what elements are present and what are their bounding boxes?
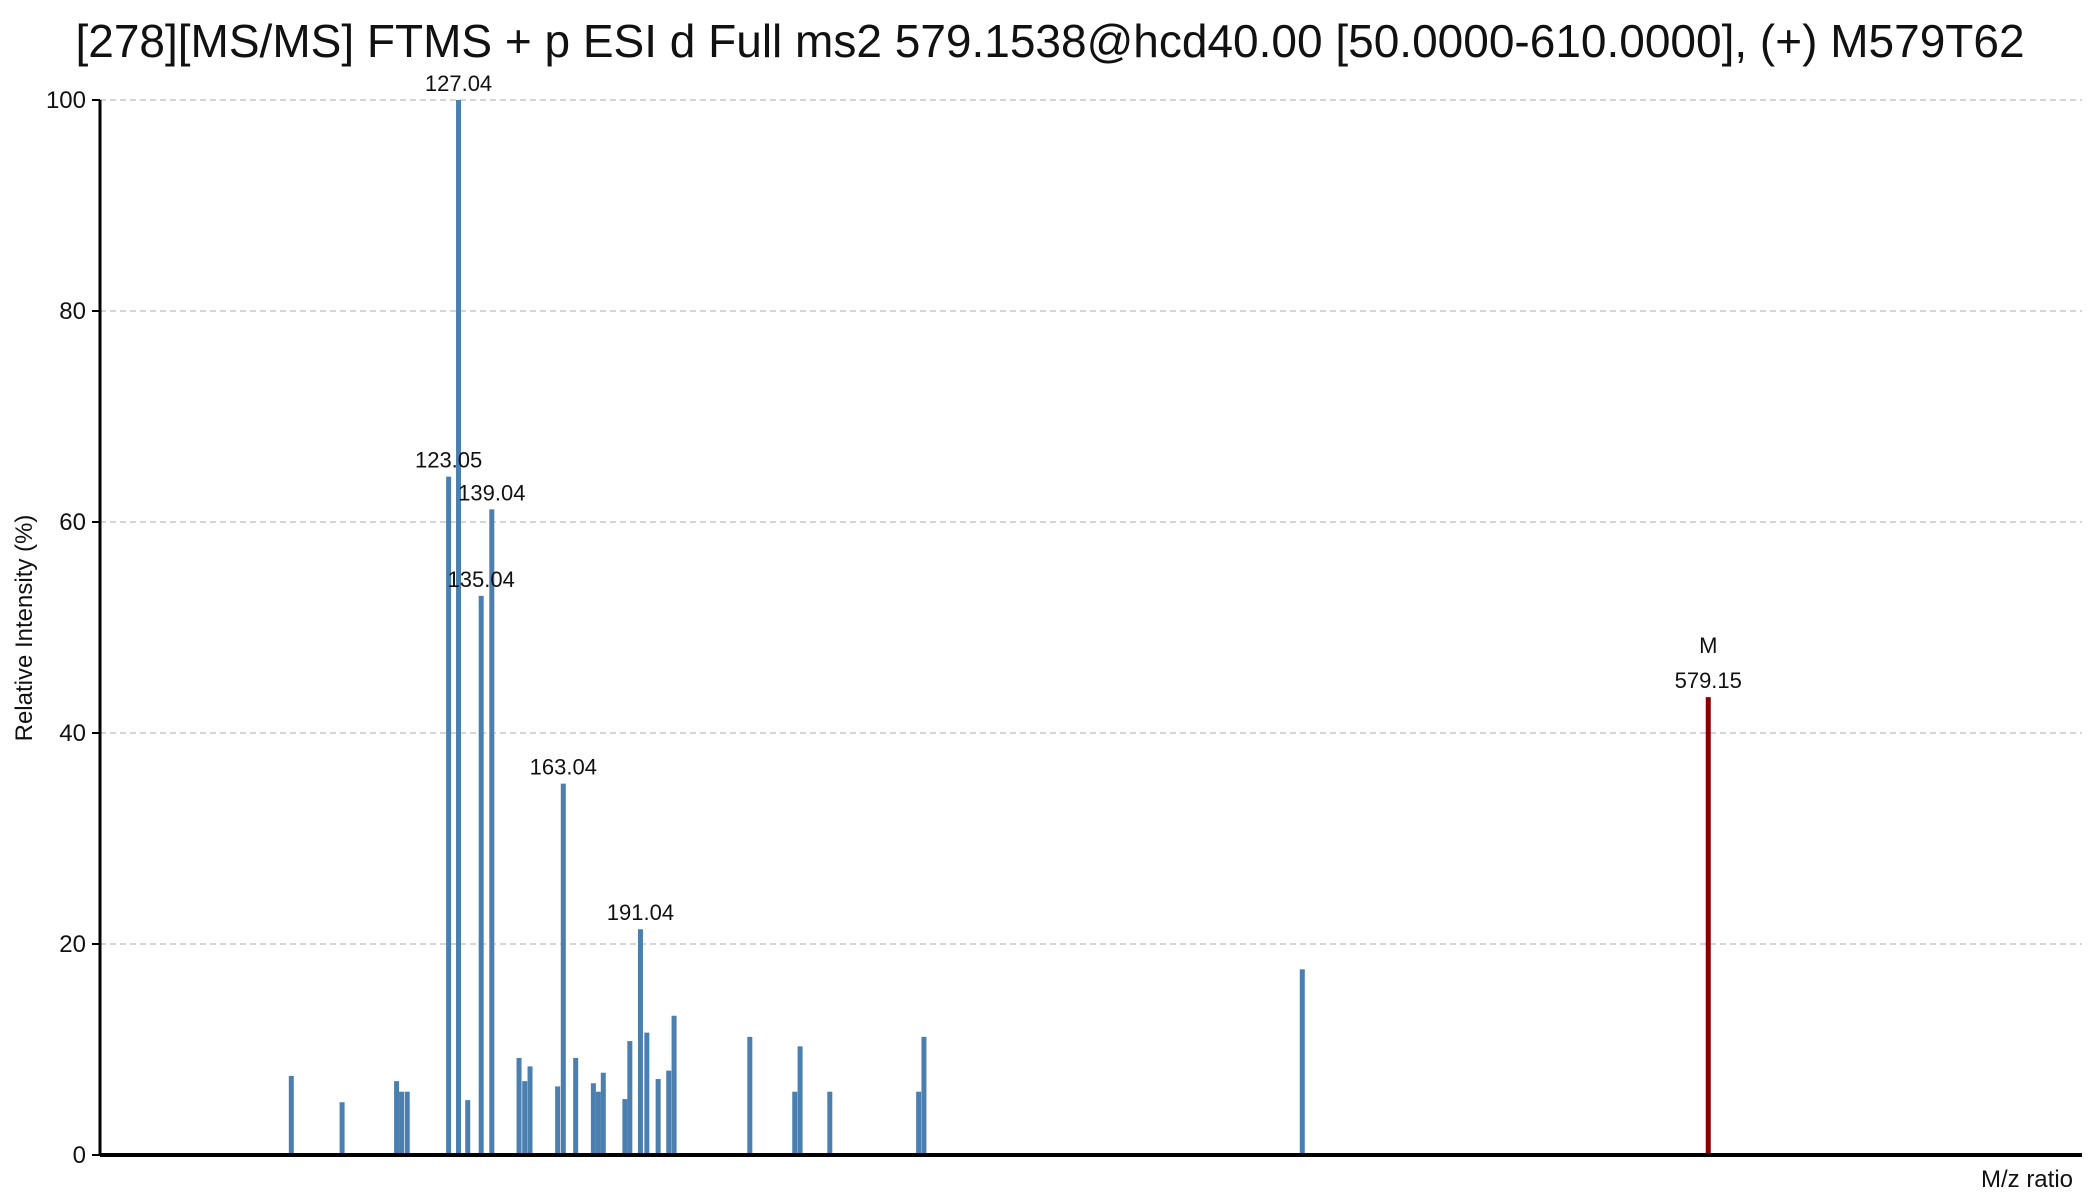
peak-label: 135.04 — [448, 567, 515, 592]
peak-labels: 123.05 127.04 135.04 139.04 163.04 191.04 579.… — [415, 71, 1742, 925]
x-axis-title: M/z ratio — [1981, 1166, 2073, 1193]
peak-label: 139.04 — [458, 480, 525, 505]
peak-bar — [555, 1086, 561, 1155]
peak-bar — [797, 1046, 803, 1155]
y-tick-label: 0 — [73, 1142, 86, 1169]
peak-bar — [1299, 969, 1305, 1155]
peak-bar — [446, 476, 452, 1155]
peak-bar — [456, 100, 462, 1155]
y-tick-label: 40 — [59, 720, 86, 747]
peak-label: 579.15 — [1675, 668, 1742, 693]
peak-bar — [622, 1099, 628, 1155]
y-tick-labels: 0 20 40 60 80 100 — [46, 87, 100, 1169]
peak-bar — [399, 1091, 405, 1155]
precursor-peak-bar — [1705, 697, 1711, 1155]
peak-bar — [573, 1057, 579, 1155]
peak-bar — [792, 1091, 798, 1155]
peak-label: 127.04 — [425, 71, 492, 96]
peak-bar — [339, 1102, 345, 1155]
peak-bar — [916, 1091, 922, 1155]
peak-bar — [527, 1066, 533, 1155]
chart-title: [278][MS/MS] FTMS + p ESI d Full ms2 579… — [75, 15, 2025, 67]
peak-bar — [644, 1032, 650, 1155]
axes — [98, 100, 2082, 1157]
peak-bar — [404, 1091, 410, 1155]
peak-bar — [516, 1057, 522, 1155]
y-tick-label: 100 — [46, 87, 86, 114]
peak-bar — [666, 1070, 672, 1155]
y-tick-label: 20 — [59, 931, 86, 958]
y-axis-title: Relative Intensity (%) — [11, 515, 38, 742]
peak-bar — [655, 1079, 661, 1155]
peak-bar — [590, 1083, 596, 1155]
peak-bar — [627, 1041, 633, 1155]
grid-lines — [100, 99, 2082, 945]
peak-label: 163.04 — [530, 755, 597, 780]
peak-label: 123.05 — [415, 448, 482, 473]
peak-bar — [489, 509, 495, 1156]
y-tick-label: 80 — [59, 298, 86, 325]
peak-bar — [671, 1015, 677, 1155]
peak-bar — [522, 1081, 528, 1155]
peak-bar — [560, 783, 566, 1155]
peak-label: 191.04 — [607, 900, 674, 925]
peak-bar — [747, 1036, 753, 1155]
peak-bar — [921, 1036, 927, 1155]
y-tick-label: 60 — [59, 509, 86, 536]
peak-bar — [478, 595, 484, 1155]
peak-bar — [394, 1081, 400, 1155]
peak-bar — [637, 929, 643, 1155]
peak-bar — [600, 1072, 606, 1155]
precursor-tag: M — [1699, 633, 1717, 658]
peak-bar — [827, 1091, 833, 1155]
peak-bars — [288, 100, 1711, 1156]
peak-bar — [288, 1075, 294, 1155]
peak-bar — [595, 1091, 601, 1155]
peak-bar — [465, 1100, 471, 1155]
